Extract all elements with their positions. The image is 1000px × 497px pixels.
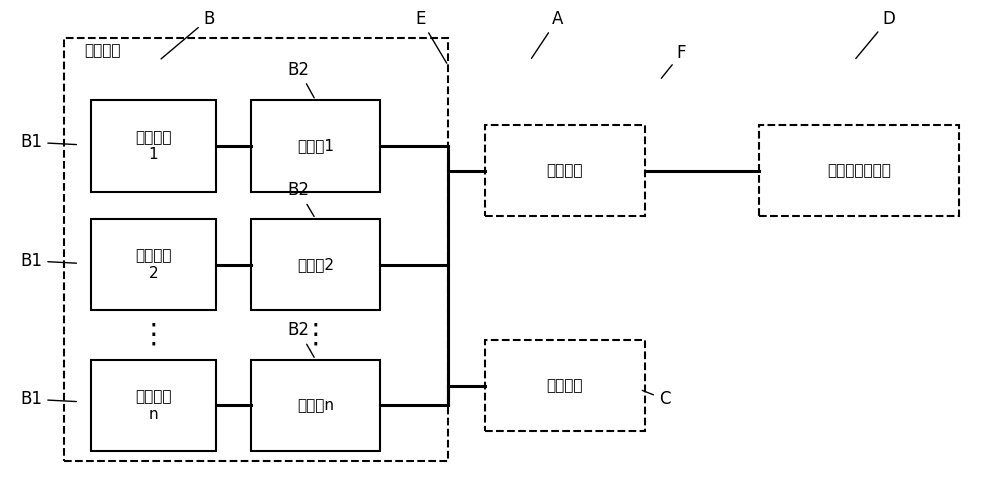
Text: 储氢气瓶
n: 储氢气瓶 n [135,389,172,421]
Text: B1: B1 [20,252,76,270]
Bar [251,219,380,310]
Bar [91,100,216,192]
Text: B1: B1 [20,390,76,408]
Text: E: E [415,9,447,63]
Text: 瓶口阀2: 瓶口阀2 [297,257,334,272]
Text: D: D [856,9,895,59]
Text: 注氢组件: 注氢组件 [547,378,583,393]
Text: C: C [642,390,670,408]
Text: B2: B2 [288,321,314,357]
Bar [759,125,959,216]
Text: B1: B1 [20,133,76,151]
Text: F: F [661,44,686,79]
Text: ⋮: ⋮ [302,321,329,349]
Bar [485,340,645,431]
Text: 燃料电池发动机: 燃料电池发动机 [827,163,891,178]
Text: B2: B2 [288,181,314,217]
Text: 储氢气瓶
1: 储氢气瓶 1 [135,130,172,162]
Bar [91,219,216,310]
Text: B2: B2 [288,61,314,98]
Text: 瓶口阀n: 瓶口阀n [297,398,334,413]
Text: 储氢组件: 储氢组件 [84,43,121,58]
Text: B: B [161,9,214,59]
Text: A: A [531,9,564,58]
Text: ⋮: ⋮ [140,321,167,349]
Bar [485,125,645,216]
Bar [251,360,380,451]
Bar [64,38,448,461]
Bar [91,360,216,451]
Text: 储氢气瓶
2: 储氢气瓶 2 [135,248,172,281]
Text: 供氢组件: 供氢组件 [547,163,583,178]
Text: 瓶口阀1: 瓶口阀1 [297,139,334,154]
Bar [251,100,380,192]
